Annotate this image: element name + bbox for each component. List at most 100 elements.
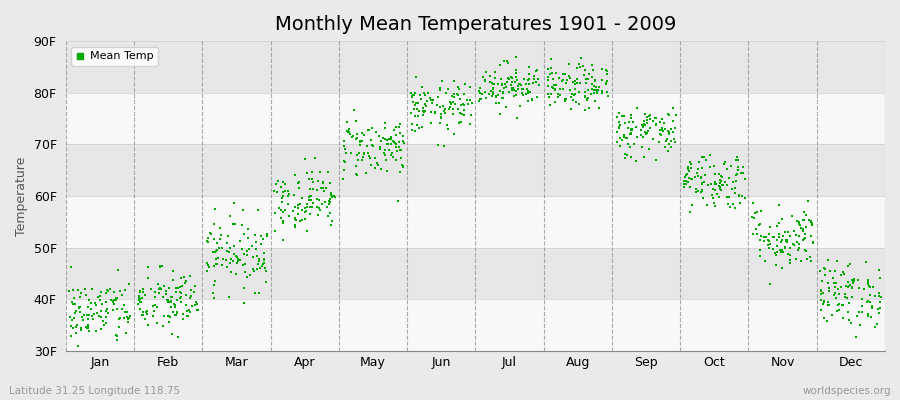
Point [662,140,676,147]
Point [338,157,352,164]
Point [184,286,198,293]
Point [140,275,155,281]
Point [771,202,786,208]
Point [362,153,376,160]
Point [434,114,448,120]
Point [81,324,95,330]
Point [472,88,486,94]
Point [428,110,442,116]
Point [278,181,293,188]
Point [753,247,768,253]
Point [790,239,805,245]
Text: Latitude 31.25 Longitude 118.75: Latitude 31.25 Longitude 118.75 [9,386,180,396]
Point [787,241,801,247]
Point [518,81,533,87]
Point [725,186,740,193]
Point [317,188,331,194]
Point [683,158,698,165]
Point [325,194,339,200]
Point [208,206,222,212]
Point [346,107,361,114]
Point [173,284,187,290]
Point [392,121,407,127]
Point [131,295,146,301]
Point [636,121,651,128]
Point [680,171,694,178]
Point [509,54,524,60]
Point [655,125,670,132]
Point [626,118,640,125]
Point [708,203,723,209]
Point [153,263,167,269]
Point [446,93,460,99]
Point [680,179,695,186]
Point [825,312,840,318]
Point [553,85,567,92]
Point [240,234,255,241]
Point [530,67,544,73]
Point [595,77,609,84]
Point [453,96,467,102]
Point [494,82,508,88]
Point [428,108,442,115]
Point [277,207,292,214]
Point [227,200,241,206]
Point [774,239,788,245]
Point [570,65,584,72]
Point [727,190,742,196]
Point [499,104,513,110]
Point [202,234,216,241]
Point [577,72,591,78]
Point [286,208,301,214]
Point [624,115,638,121]
Point [652,127,667,133]
Point [365,143,380,149]
Point [214,245,229,251]
Point [520,98,535,104]
Point [822,285,836,292]
Point [464,112,478,118]
Point [410,113,425,120]
Point [274,199,289,206]
Point [454,102,468,109]
Point [143,286,157,292]
Point [587,82,601,89]
Point [209,248,223,254]
Point [458,80,473,87]
Point [845,276,859,283]
Point [708,180,723,187]
Point [162,319,176,325]
Point [785,213,799,220]
Point [241,226,256,233]
Point [304,168,319,175]
Point [629,124,643,131]
Point [554,78,569,84]
Point [770,223,784,229]
Point [864,314,878,320]
Point [94,308,108,314]
Point [450,91,464,98]
Point [734,193,749,200]
Point [712,183,726,189]
Point [191,307,205,314]
Point [80,325,94,331]
Point [223,260,238,266]
Point [233,257,248,264]
Point [407,106,421,112]
Point [625,127,639,134]
Point [666,118,680,125]
Point [551,94,565,100]
Point [579,80,593,86]
Point [320,213,335,220]
Point [708,181,723,188]
Point [168,288,183,295]
Point [321,201,336,207]
Point [94,293,108,300]
Point [609,139,624,145]
Point [546,76,561,82]
Point [834,302,849,308]
Point [157,283,171,289]
Point [103,286,117,292]
Point [260,233,274,240]
Point [101,288,115,295]
